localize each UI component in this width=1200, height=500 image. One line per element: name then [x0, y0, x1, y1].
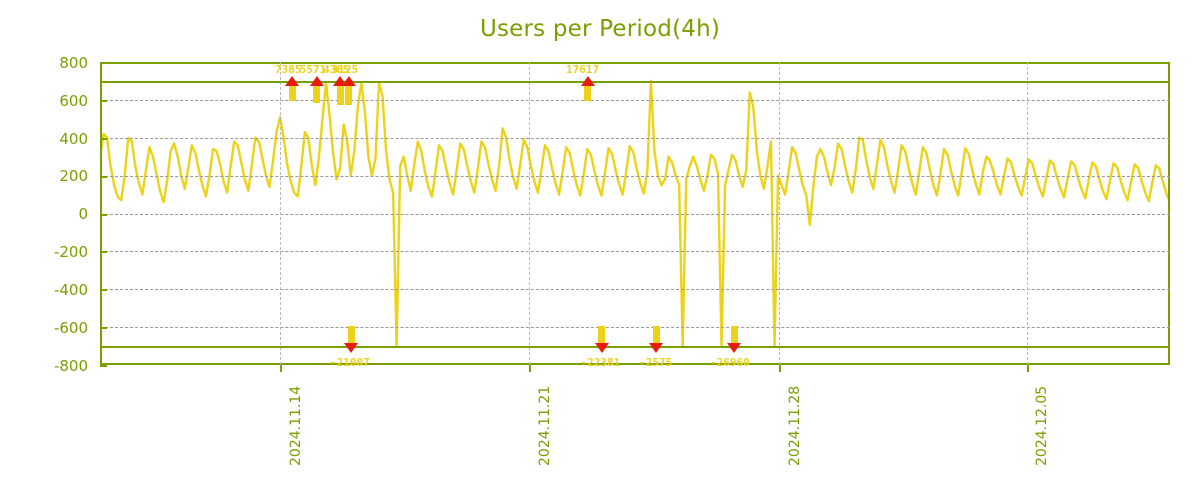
outlier-stem — [347, 326, 355, 347]
outlier-stem — [288, 80, 296, 101]
y-tick-label: -800 — [53, 357, 88, 375]
x-tick-mark — [779, 365, 781, 372]
y-tick-label: -200 — [53, 243, 88, 261]
y-tick-mark — [100, 175, 107, 178]
x-tick-mark — [1027, 365, 1029, 372]
y-tick-mark — [100, 289, 107, 292]
outlier-marker-up[interactable] — [309, 76, 324, 86]
x-tick-mark — [280, 365, 282, 372]
outlier-label-top: 3125 — [331, 63, 359, 76]
gridline-horizontal — [100, 99, 1170, 101]
plot-area: 7385 5571 4365 3125 17617 -21007 -22381 … — [100, 62, 1170, 369]
y-tick-label: -400 — [53, 281, 88, 299]
x-tick-label: 2024.11.21 — [537, 385, 553, 466]
gridline-horizontal — [100, 251, 1170, 253]
outlier-label-top: 4365 — [323, 63, 350, 76]
gridline-vertical — [529, 62, 530, 365]
y-tick-mark — [100, 365, 107, 367]
y-tick-mark — [100, 62, 107, 64]
gridline-horizontal — [100, 289, 1170, 291]
outlier-label-top: 17617 — [566, 63, 600, 76]
gridline-horizontal — [100, 137, 1170, 139]
outlier-stem — [730, 326, 738, 347]
y-tick-label: -600 — [53, 319, 88, 337]
outlier-marker-up[interactable] — [341, 76, 356, 86]
gridline-vertical — [779, 62, 780, 365]
series-line — [100, 79, 1170, 348]
outlier-stem — [336, 80, 344, 105]
clip-line-lower — [100, 346, 1170, 349]
outlier-label-bottom: -22381 — [580, 356, 621, 369]
x-tick-mark — [529, 365, 531, 372]
outlier-label-top: 7385 — [275, 63, 302, 76]
y-tick-mark — [100, 251, 107, 254]
outlier-label-bottom: -2575 — [639, 356, 673, 369]
outlier-marker-up[interactable] — [333, 76, 348, 86]
outlier-stem — [584, 80, 592, 101]
y-tick-mark — [100, 327, 107, 330]
outlier-marker-down[interactable] — [344, 343, 359, 353]
y-tick-mark — [100, 99, 107, 102]
clip-line-upper — [100, 80, 1170, 83]
y-tick-mark — [100, 213, 107, 216]
outlier-stem — [345, 80, 353, 105]
gridline-horizontal — [100, 175, 1170, 177]
outlier-marker-down[interactable] — [727, 343, 741, 353]
gridline-horizontal — [100, 327, 1170, 329]
outlier-marker-down[interactable] — [649, 343, 664, 353]
y-tick-label: 800 — [59, 54, 88, 72]
outlier-marker-down[interactable] — [594, 343, 609, 353]
x-tick-label: 2024.11.14 — [288, 385, 304, 466]
outlier-label-bottom: -26960 — [710, 356, 750, 369]
y-tick-label: 400 — [59, 130, 88, 148]
y-tick-label: 200 — [59, 167, 88, 185]
gridline-horizontal — [100, 213, 1170, 215]
outlier-label-bottom: -21007 — [330, 356, 370, 369]
outlier-label-top: 5571 — [299, 63, 327, 76]
outlier-marker-up[interactable] — [285, 76, 299, 86]
x-tick-label: 2024.12.05 — [1034, 385, 1050, 466]
x-tick-label: 2024.11.28 — [787, 385, 803, 466]
gridline-vertical — [280, 62, 281, 365]
outlier-stem — [598, 326, 606, 347]
y-tick-label: 600 — [59, 92, 88, 110]
gridline-vertical — [1027, 62, 1028, 365]
outlier-stem — [313, 80, 321, 103]
chart-title: Users per Period(4h) — [479, 16, 721, 42]
y-tick-label: 0 — [78, 205, 88, 223]
outlier-marker-up[interactable] — [580, 76, 595, 86]
outlier-stem — [652, 326, 660, 347]
y-tick-mark — [100, 137, 107, 140]
